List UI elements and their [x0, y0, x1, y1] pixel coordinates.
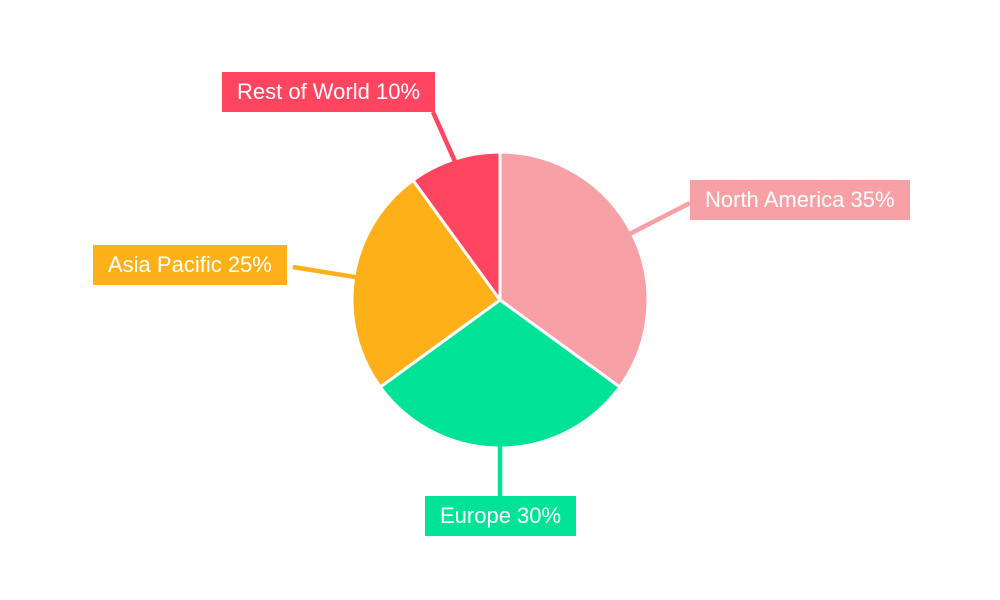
leader-line-rest-of-world [430, 111, 457, 163]
callout-north-america: North America 35% [690, 180, 910, 220]
callout-asia-pacific: Asia Pacific 25% [93, 245, 287, 285]
callout-europe: Europe 30% [425, 496, 577, 536]
leader-line-north-america [629, 200, 692, 236]
leader-line-asia-pacific [292, 264, 357, 280]
callout-rest-of-world: Rest of World 10% [222, 72, 436, 112]
